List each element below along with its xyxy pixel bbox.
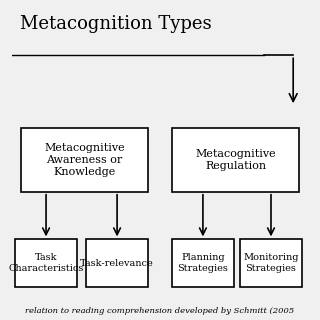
- FancyBboxPatch shape: [172, 239, 234, 287]
- Text: Monitoring
Strategies: Monitoring Strategies: [243, 253, 299, 273]
- Text: Task-relevance: Task-relevance: [80, 259, 154, 268]
- Text: Task
Characteristics: Task Characteristics: [8, 253, 84, 273]
- Text: Metacognition Types: Metacognition Types: [20, 15, 212, 33]
- Text: Metacognitive
Awareness or
Knowledge: Metacognitive Awareness or Knowledge: [44, 143, 125, 177]
- Text: Metacognitive
Regulation: Metacognitive Regulation: [195, 149, 276, 171]
- FancyBboxPatch shape: [15, 239, 77, 287]
- FancyBboxPatch shape: [240, 239, 302, 287]
- FancyBboxPatch shape: [172, 128, 299, 192]
- Text: Planning
Strategies: Planning Strategies: [178, 253, 228, 273]
- FancyBboxPatch shape: [86, 239, 148, 287]
- Text: relation to reading comprehension developed by Schmitt (2005: relation to reading comprehension develo…: [25, 308, 295, 316]
- FancyBboxPatch shape: [21, 128, 148, 192]
